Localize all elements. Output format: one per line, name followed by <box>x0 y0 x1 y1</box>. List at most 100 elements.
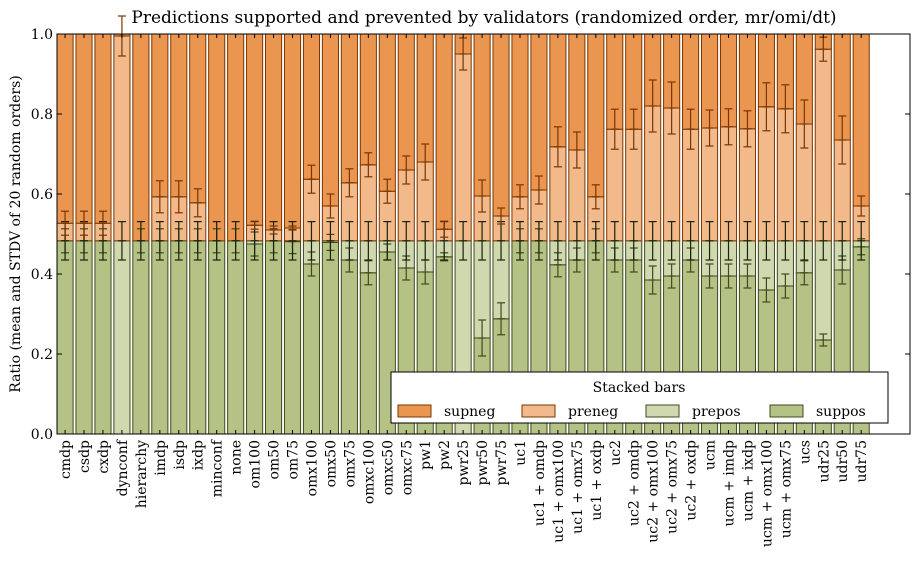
x-tick-label: uc2 <box>608 440 624 466</box>
x-tick-label: om50 <box>267 440 283 480</box>
error-bar-preneg <box>326 193 335 219</box>
error-bar-suppos <box>648 265 657 295</box>
bar-suppos <box>170 240 188 435</box>
error-bar-prepos <box>193 221 202 261</box>
error-bar-prepos <box>705 221 714 261</box>
error-bar-suppos <box>667 263 676 289</box>
x-tick-label: udr25 <box>816 440 832 483</box>
error-bar-suppos <box>743 263 752 289</box>
error-bar-prepos <box>534 221 543 261</box>
x-tick-label: pwr50 <box>475 440 491 485</box>
legend-label-supneg: supneg <box>444 404 495 420</box>
error-bar-preneg <box>250 220 259 230</box>
legend-label-preneg: preneg <box>568 404 618 420</box>
x-tick-label: ixdp <box>191 440 207 470</box>
error-bar-suppos <box>364 260 373 286</box>
x-tick-label: ucm + imdp <box>722 440 738 526</box>
x-tick-label: isdp <box>172 440 188 470</box>
bar-supneg <box>302 33 321 180</box>
error-bar-prepos <box>667 221 676 261</box>
y-tick-label: 1.0 <box>31 27 53 43</box>
legend-title: Stacked bars <box>593 380 686 396</box>
error-bar-prepos <box>762 221 771 261</box>
error-bar-preneg <box>383 178 392 204</box>
x-tick-label: uc2 + omx100 <box>646 440 662 543</box>
bar-suppos <box>94 240 112 435</box>
x-tick-label: pwr25 <box>456 440 472 485</box>
error-bar-preneg <box>819 36 828 62</box>
error-bar-preneg <box>497 207 506 225</box>
y-axis: 0.0 0.2 0.4 0.6 0.8 1.0 <box>31 27 910 443</box>
error-bar-prepos <box>724 221 733 261</box>
error-bar-prepos <box>326 221 335 261</box>
bar-supneg <box>189 33 207 204</box>
error-bar-suppos <box>705 263 714 289</box>
error-bar-prepos <box>478 221 487 261</box>
x-tick-label: ucs <box>797 440 813 464</box>
legend-swatch-supneg <box>397 404 432 418</box>
x-tick-label: uc1 + omx75 <box>570 440 586 534</box>
bar-preneg <box>814 48 832 242</box>
x-tick-label: omxc50 <box>380 440 396 495</box>
bar-preneg <box>113 35 131 242</box>
x-tick-label: omxc75 <box>399 440 415 495</box>
x-tick-label: ucm + ixdp <box>740 440 756 521</box>
error-bar-prepos <box>155 221 164 261</box>
y-tick-label: 0.8 <box>31 107 53 123</box>
error-bar-suppos <box>781 273 790 299</box>
error-bar-prepos <box>857 221 866 261</box>
bar-supneg <box>208 33 226 242</box>
y-tick-label: 0.4 <box>31 267 53 283</box>
chart-title: Predictions supported and prevented by v… <box>131 8 836 28</box>
error-bar-preneg <box>667 81 676 135</box>
error-bar-preneg <box>269 225 278 235</box>
bar-supneg <box>852 33 870 207</box>
bar-supneg <box>151 33 169 198</box>
error-bar-preneg <box>743 110 752 148</box>
x-tick-label: omx100 <box>304 440 320 496</box>
error-bar-prepos <box>648 221 657 261</box>
error-bar-prepos <box>800 221 809 261</box>
legend-swatch-prepos <box>645 404 680 418</box>
bar-supneg <box>359 33 377 166</box>
error-bar-prepos <box>174 221 183 261</box>
legend-box <box>390 371 889 424</box>
x-tick-label: uc1 + oxdp <box>589 440 605 521</box>
error-bar-prepos <box>459 221 468 261</box>
x-tick-label: cmdp <box>58 440 74 479</box>
error-bar-prepos <box>231 221 240 261</box>
y-tick-label: 0.2 <box>31 347 53 363</box>
x-tick-label: udr75 <box>854 440 870 483</box>
error-bar-preneg <box>591 184 600 210</box>
bar-suppos <box>132 240 150 435</box>
bar-supneg <box>56 33 74 224</box>
error-bars <box>61 15 866 357</box>
bar-suppos <box>283 241 302 435</box>
error-bar-preneg <box>174 180 183 214</box>
bar-prepos <box>113 240 131 435</box>
error-bar-preneg <box>534 175 543 205</box>
error-bar-prepos <box>307 221 316 261</box>
error-bar-prepos <box>819 221 828 261</box>
error-bar-preneg <box>838 115 847 165</box>
y-tick-label: 0.0 <box>31 427 53 443</box>
error-bar-preneg <box>553 126 562 168</box>
x-tick-label: ucm <box>703 440 719 470</box>
error-bar-prepos <box>838 221 847 261</box>
bar-suppos <box>227 240 245 435</box>
bar-supneg <box>321 33 339 207</box>
x-tick-label: uc1 + omdp <box>532 440 548 526</box>
legend-swatch-preneg <box>521 404 556 418</box>
error-bar-preneg <box>724 108 733 146</box>
error-bar-preneg <box>800 99 809 149</box>
x-tick-label: uc2 + omx75 <box>665 440 681 534</box>
bar-preneg <box>454 53 472 242</box>
bar-suppos <box>75 240 93 435</box>
error-bar-prepos <box>345 221 354 261</box>
error-bar-suppos <box>819 333 828 347</box>
bar-suppos <box>321 241 339 435</box>
bar-supneg <box>587 33 605 198</box>
error-bar-preneg <box>193 188 202 218</box>
error-bar-prepos <box>117 221 126 261</box>
